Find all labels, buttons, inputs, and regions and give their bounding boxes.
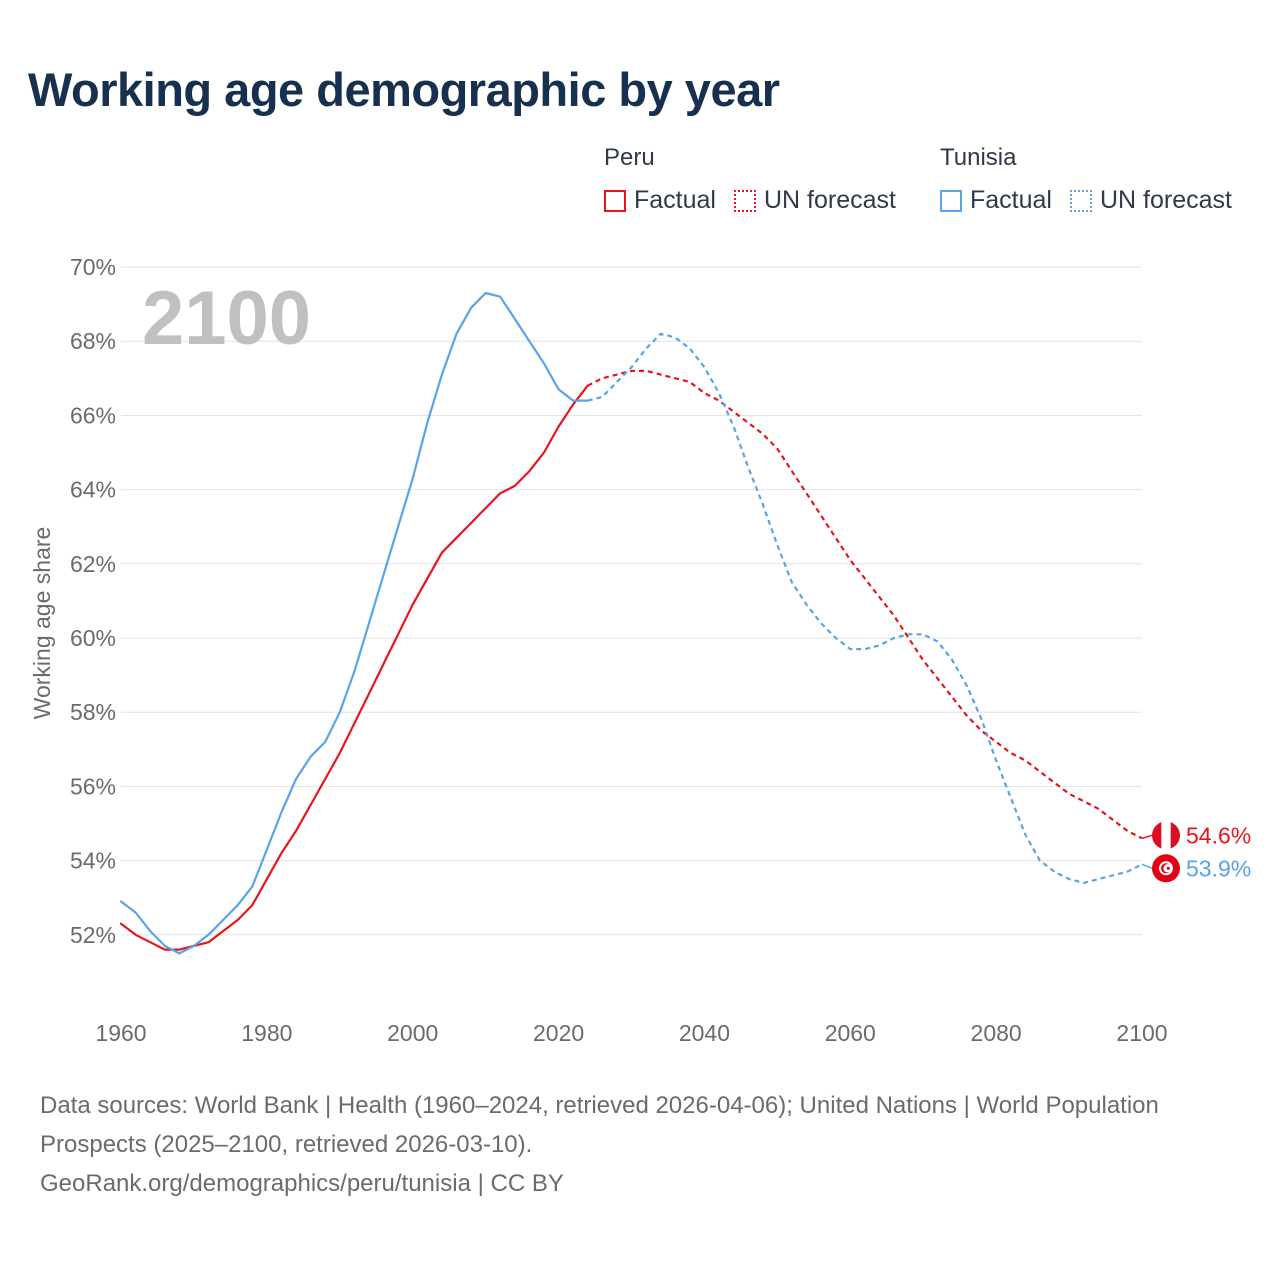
x-tick-label: 2060 [825,1020,876,1046]
peru-end-marker: 54.6% [1141,821,1251,850]
tunisia-end-marker: 53.9% [1141,854,1251,883]
legend-swatch-solid [604,189,626,212]
legend-item-peru-forecast[interactable]: UN forecast [733,186,896,215]
legend-group-name: Peru [604,144,655,171]
legend-label: UN forecast [1099,186,1232,214]
x-tick-label: 2000 [387,1020,438,1046]
data-sources: Data sources: World Bank | Health (1960–… [40,1092,1159,1158]
leader-line [1141,863,1153,870]
legend-item-peru-factual[interactable]: Factual [604,186,716,215]
series-line-peru-factual [119,384,589,951]
chart-title: Working age demographic by year [28,63,780,116]
series-lines [119,291,1143,955]
series-line-tunisia-factual [119,291,589,955]
y-tick-label: 58% [70,699,116,725]
x-axis-ticks: 1960 1980 2000 2020 2040 2060 2080 2100 [95,1020,1167,1046]
legend-swatch-dotted [1069,189,1092,212]
y-tick-label: 62% [70,551,116,577]
series-line-tunisia-forecast [587,332,1143,884]
x-tick-label: 2100 [1116,1020,1167,1046]
series-line-peru-forecast [587,369,1143,840]
peru-flag-icon [1152,821,1180,850]
y-tick-label: 64% [70,477,116,503]
credit-link[interactable]: GeoRank.org/demographics/peru/tunisia | … [40,1170,564,1197]
y-tick-label: 66% [70,402,116,428]
legend-swatch-dotted [733,189,756,212]
x-tick-label: 2080 [971,1020,1022,1046]
legend-label: UN forecast [763,186,896,214]
y-tick-label: 56% [70,773,116,799]
end-value-label: 53.9% [1186,855,1251,881]
y-tick-label: 60% [70,625,116,651]
footer: Data sources: World Bank | Health (1960–… [40,1086,1180,1203]
y-axis-ticks: 52% 54% 56% 58% 60% 62% 64% 66% 68% 70% [70,254,116,948]
legend-item-tunisia-forecast[interactable]: UN forecast [1069,186,1232,215]
y-tick-label: 68% [70,328,116,354]
end-markers: 54.6% 53.9% [1141,821,1251,883]
legend-group-name: Tunisia [940,144,1017,171]
x-tick-label: 1980 [241,1020,292,1046]
end-value-label: 54.6% [1186,822,1251,848]
legend-item-tunisia-factual[interactable]: Factual [940,186,1052,215]
legend-group-tunisia: Tunisia Factual UN forecast [940,144,1250,215]
gridlines [121,266,1142,936]
y-tick-label: 52% [70,922,116,948]
tunisia-flag-icon [1152,854,1180,883]
legend-label: Factual [970,186,1052,214]
y-tick-label: 70% [70,254,116,280]
legend-label: Factual [634,186,716,214]
x-tick-label: 2040 [679,1020,730,1046]
x-tick-label: 1960 [95,1020,146,1046]
year-watermark: 2100 [142,276,311,361]
legend-swatch-solid [940,189,962,212]
leader-line [1141,834,1153,840]
y-axis-label: Working age share [29,527,55,720]
y-tick-label: 54% [70,848,116,874]
x-tick-label: 2020 [533,1020,584,1046]
legend-group-peru: Peru Factual UN forecast [604,144,914,215]
